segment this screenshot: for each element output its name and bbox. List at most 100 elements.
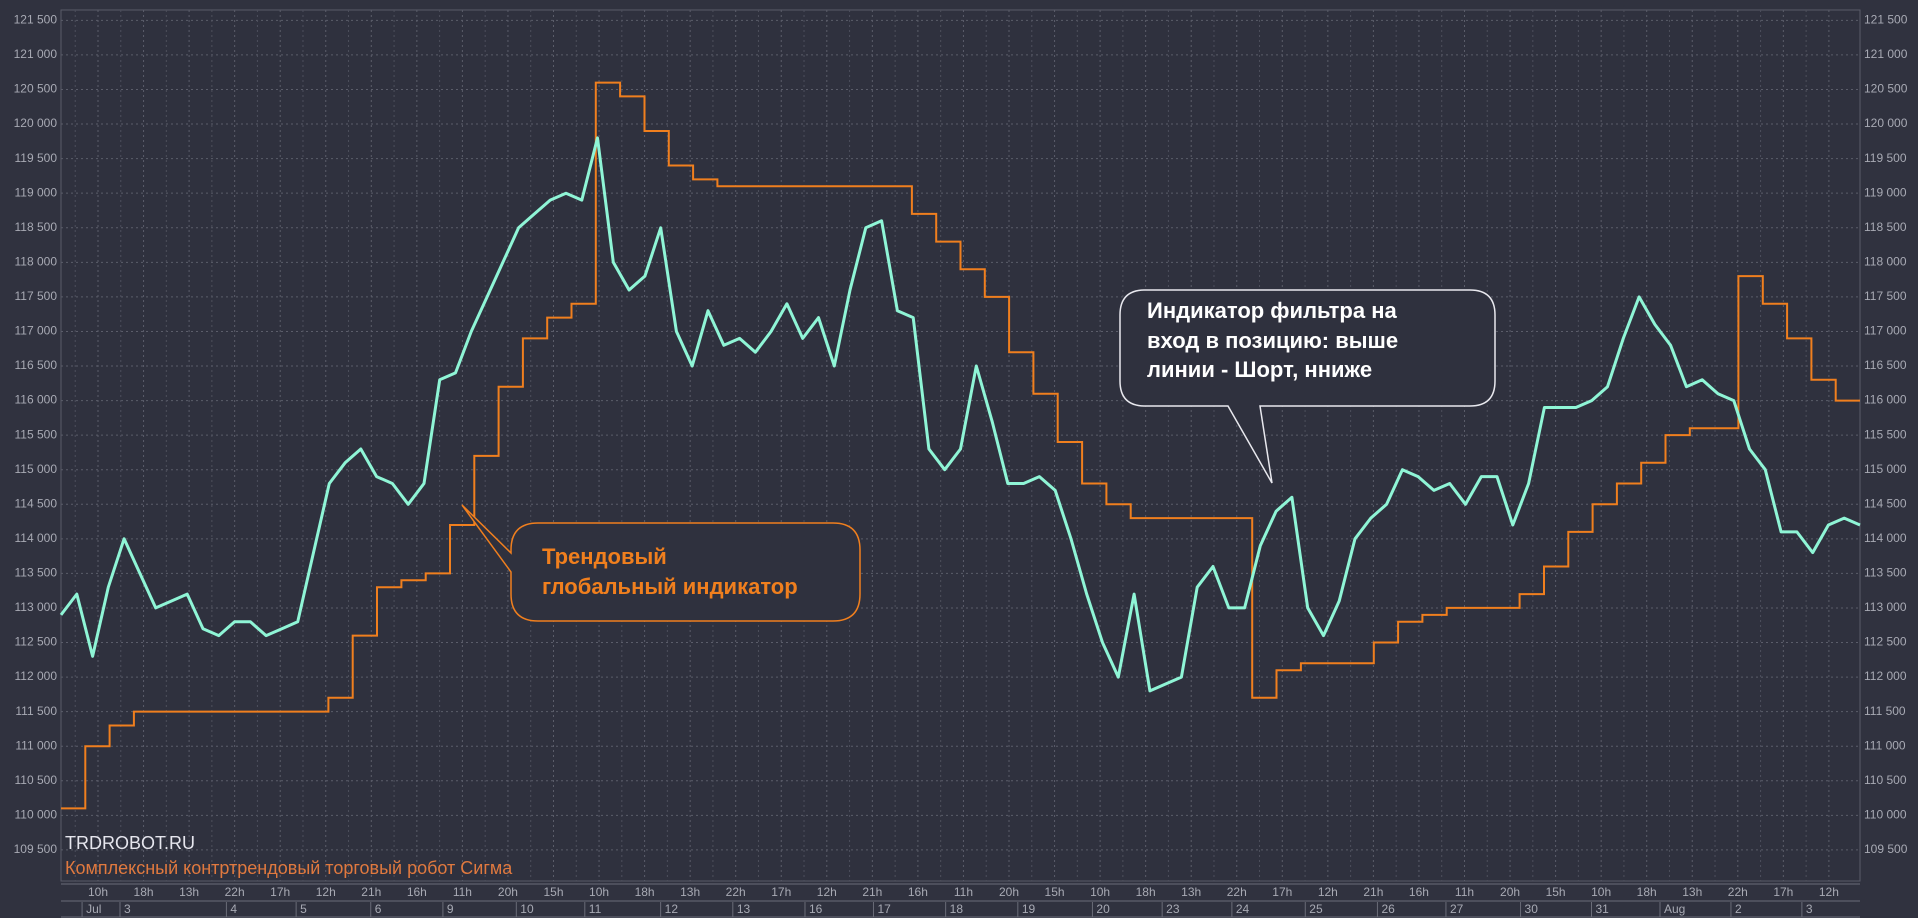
y-tick-label: 109 500 [14, 842, 58, 856]
y-tick-label: 121 000 [14, 47, 58, 61]
x-tick-label: 12h [1819, 885, 1839, 899]
x-tick-label: 21h [862, 885, 882, 899]
y-tick-label: 112 500 [15, 635, 58, 649]
y-tick-label: 117 500 [1864, 289, 1907, 303]
x-tick-label: 18h [1136, 885, 1156, 899]
x-date-label: 30 [1525, 902, 1539, 916]
y-tick-label: 118 000 [15, 254, 58, 268]
x-tick-label: 21h [361, 885, 381, 899]
x-date-label: 25 [1309, 902, 1323, 916]
grid [61, 10, 1860, 881]
x-tick-label: 12h [817, 885, 837, 899]
x-date-label: 11 [589, 902, 602, 916]
price-line [59, 136, 1861, 693]
x-date-label: 5 [300, 902, 307, 916]
x-date-label: 24 [1236, 902, 1250, 916]
y-tick-label: 121 000 [1864, 47, 1908, 61]
x-tick-label: 17h [1272, 885, 1292, 899]
x-tick-label: 15h [1045, 885, 1065, 899]
y-tick-label: 113 000 [1864, 600, 1907, 614]
annotation-line: вход в позицию: выше [1147, 328, 1398, 353]
x-tick-label: 15h [1546, 885, 1566, 899]
x-tick-label: 18h [635, 885, 655, 899]
y-tick-label: 116 500 [15, 358, 58, 372]
x-tick-label: 12h [316, 885, 336, 899]
y-tick-label: 119 500 [1864, 151, 1907, 165]
callout-box [461, 504, 861, 622]
annotation-line: Трендовый [542, 544, 667, 569]
x-tick-label: 15h [543, 885, 563, 899]
x-tick-label: 11h [954, 885, 973, 899]
y-tick-label: 110 000 [15, 808, 58, 822]
x-tick-label: 16h [407, 885, 427, 899]
annotation-line: линии - Шорт, нниже [1147, 357, 1372, 382]
x-tick-label: 16h [1409, 885, 1429, 899]
x-tick-label: 17h [1773, 885, 1793, 899]
y-tick-label: 120 000 [14, 116, 58, 130]
y-tick-label: 120 500 [14, 82, 58, 96]
x-date-label: 16 [809, 902, 823, 916]
y-tick-label: 113 500 [15, 566, 58, 580]
y-tick-label: 117 500 [15, 289, 58, 303]
y-tick-label: 117 000 [15, 324, 58, 338]
x-tick-label: 22h [1728, 885, 1748, 899]
y-tick-label: 110 500 [15, 773, 58, 787]
x-tick-label: 17h [771, 885, 791, 899]
y-tick-label: 121 500 [14, 13, 58, 27]
y-tick-label: 110 500 [1864, 773, 1907, 787]
y-tick-label: 112 000 [15, 669, 58, 683]
y-tick-label: 118 500 [1864, 220, 1907, 234]
y-tick-label: 116 000 [1864, 393, 1907, 407]
x-tick-label: 11h [453, 885, 472, 899]
x-tick-label: 11h [1455, 885, 1474, 899]
x-date-label: 31 [1595, 902, 1609, 916]
x-date-label: Aug [1664, 902, 1685, 916]
caption: Комплексный контртрендовый торговый робо… [65, 858, 513, 878]
x-date-label: 3 [1806, 902, 1813, 916]
annotation-line: Индикатор фильтра на [1147, 298, 1397, 323]
x-tick-label: 10h [88, 885, 108, 899]
y-tick-label: 115 000 [15, 462, 58, 476]
y-tick-label: 115 500 [1864, 427, 1907, 441]
callout-box [1119, 289, 1496, 484]
y-tick-label: 111 500 [15, 704, 57, 718]
x-date-label: 12 [665, 902, 679, 916]
y-tick-label: 114 500 [15, 496, 58, 510]
x-tick-label: 12h [1318, 885, 1338, 899]
y-tick-label: 116 500 [1864, 358, 1907, 372]
x-tick-label: 13h [1682, 885, 1702, 899]
x-date-label: 23 [1166, 902, 1180, 916]
y-tick-label: 117 000 [1864, 324, 1907, 338]
x-tick-label: 16h [908, 885, 928, 899]
y-tick-label: 113 500 [1864, 566, 1907, 580]
x-tick-label: 22h [225, 885, 245, 899]
y-tick-label: 112 000 [1864, 669, 1907, 683]
x-tick-label: 20h [498, 885, 518, 899]
y-tick-label: 118 000 [1864, 254, 1907, 268]
x-date-label: 19 [1022, 902, 1036, 916]
y-tick-label: 111 000 [1864, 738, 1906, 752]
x-tick-label: 13h [1181, 885, 1201, 899]
x-date-label: 2 [1735, 902, 1742, 916]
watermark: TRDROBOT.RU [65, 833, 195, 853]
y-tick-label: 109 500 [1864, 842, 1908, 856]
x-tick-label: 22h [1227, 885, 1247, 899]
y-tick-label: 120 500 [1864, 82, 1908, 96]
y-tick-label: 112 500 [1864, 635, 1907, 649]
y-tick-label: 115 000 [1864, 462, 1907, 476]
x-date-label: 27 [1450, 902, 1464, 916]
annotation-line: глобальный индикатор [542, 574, 798, 599]
x-tick-label: 17h [270, 885, 290, 899]
indicator-line [61, 81, 1860, 810]
y-tick-label: 114 000 [1864, 531, 1907, 545]
x-tick-label: 20h [1500, 885, 1520, 899]
marks [59, 81, 1861, 810]
y-tick-label: 120 000 [1864, 116, 1908, 130]
y-tick-label: 110 000 [1864, 808, 1907, 822]
y-tick-label: 119 500 [15, 151, 58, 165]
y-tick-label: 111 000 [15, 738, 57, 752]
x-tick-label: 21h [1363, 885, 1383, 899]
x-tick-label: 18h [134, 885, 154, 899]
x-tick-label: 13h [680, 885, 700, 899]
